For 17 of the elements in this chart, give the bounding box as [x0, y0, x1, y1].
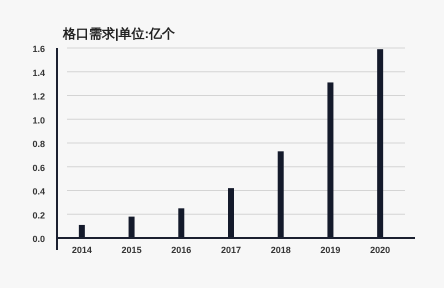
chart-title: 格口需求|单位:亿个 [62, 26, 176, 41]
x-tick-label: 2014 [72, 245, 92, 255]
y-tick-label: 0.4 [32, 186, 45, 196]
y-tick-label: 1.4 [32, 68, 45, 78]
y-tick-label: 1.2 [32, 92, 45, 102]
y-tick-label: 0.6 [32, 162, 45, 173]
y-tick-label: 1.0 [32, 115, 45, 126]
y-tick-label: 0.2 [32, 210, 45, 220]
x-tick-label: 2020 [370, 245, 390, 255]
x-tick-label: 2015 [122, 245, 142, 255]
x-tick-label: 2018 [270, 245, 291, 255]
y-tick-label: 0.8 [32, 139, 45, 149]
y-tick-label: 0.0 [32, 234, 45, 244]
x-tick-label: 2017 [220, 245, 242, 255]
x-tick-label: 2016 [171, 245, 192, 255]
x-tick-label: 2019 [320, 245, 340, 255]
y-tick-label: 1.6 [32, 44, 45, 54]
